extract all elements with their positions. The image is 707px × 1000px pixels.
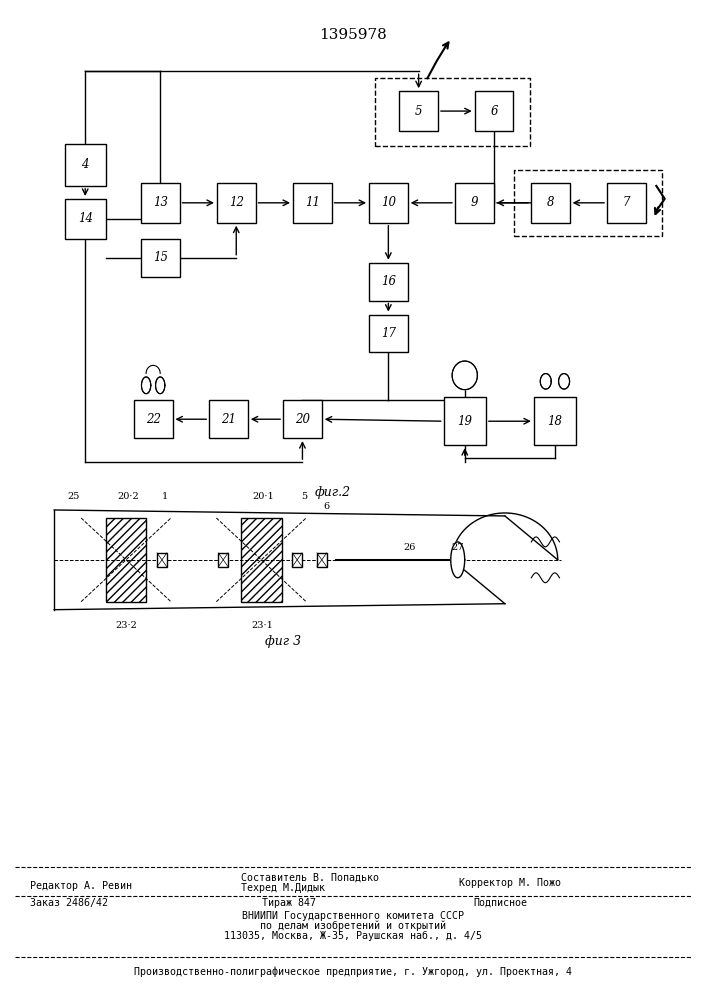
Bar	[141, 239, 180, 277]
Text: 26: 26	[404, 543, 416, 552]
Text: 23·2: 23·2	[115, 621, 137, 630]
Text: ВНИИПИ Государственного комитета СССР: ВНИИПИ Государственного комитета СССР	[243, 911, 464, 921]
Text: 20·2: 20·2	[117, 492, 139, 501]
Bar	[217, 183, 256, 223]
Bar	[218, 553, 228, 567]
Text: 19: 19	[457, 415, 472, 428]
Text: Корректор М. Пожо: Корректор М. Пожо	[459, 878, 561, 888]
Text: 15: 15	[153, 251, 168, 264]
Text: Редактор А. Ревин: Редактор А. Ревин	[30, 881, 132, 891]
Bar	[531, 183, 570, 223]
Polygon shape	[451, 542, 464, 578]
Bar	[141, 183, 180, 223]
Bar	[443, 397, 486, 445]
Text: 12: 12	[229, 196, 244, 209]
Bar	[292, 553, 302, 567]
Text: Техред М.Дидык: Техред М.Дидык	[241, 883, 325, 893]
Bar	[283, 400, 322, 438]
Text: 16: 16	[381, 275, 396, 288]
Text: 7: 7	[623, 196, 630, 209]
Text: 113035, Москва, Ж-35, Раушская наб., д. 4/5: 113035, Москва, Ж-35, Раушская наб., д. …	[225, 931, 482, 941]
Text: Составитель В. Попадько: Составитель В. Попадько	[241, 873, 379, 883]
Text: фиг.2: фиг.2	[315, 486, 351, 499]
Text: Тираж 847: Тираж 847	[262, 898, 316, 908]
Bar	[369, 315, 408, 352]
Bar	[105, 518, 146, 602]
Text: 20·1: 20·1	[252, 492, 274, 501]
Text: 13: 13	[153, 196, 168, 209]
Bar	[474, 91, 513, 131]
Bar	[241, 518, 281, 602]
Polygon shape	[540, 374, 551, 389]
Text: Заказ 2486/42: Заказ 2486/42	[30, 898, 107, 908]
Polygon shape	[559, 374, 570, 389]
Bar	[369, 183, 408, 223]
Text: 9: 9	[471, 196, 478, 209]
Text: 10: 10	[381, 196, 396, 209]
Text: 25: 25	[68, 492, 80, 501]
Text: 27: 27	[452, 543, 464, 552]
Bar	[455, 183, 493, 223]
Polygon shape	[452, 361, 477, 390]
Bar	[65, 144, 105, 186]
Bar	[134, 400, 173, 438]
Text: 1395978: 1395978	[320, 28, 387, 42]
Text: 5: 5	[415, 105, 422, 118]
Bar	[534, 397, 576, 445]
Text: Производственно-полиграфическое предприятие, г. Ужгород, ул. Проектная, 4: Производственно-полиграфическое предприя…	[134, 966, 573, 977]
Text: 6: 6	[324, 502, 329, 511]
Bar	[317, 553, 327, 567]
Bar	[209, 400, 248, 438]
Bar	[514, 170, 662, 236]
Bar	[65, 199, 105, 239]
Bar	[607, 183, 645, 223]
Text: 5: 5	[301, 492, 308, 501]
Text: 17: 17	[381, 327, 396, 340]
Text: 21: 21	[221, 413, 236, 426]
Text: 20: 20	[295, 413, 310, 426]
Bar	[369, 263, 408, 301]
Bar	[293, 183, 332, 223]
Text: 23·1: 23·1	[251, 621, 273, 630]
Text: фиг 3: фиг 3	[265, 635, 301, 648]
Text: 22: 22	[146, 413, 160, 426]
Text: 4: 4	[81, 158, 89, 171]
Bar	[157, 553, 167, 567]
Text: 14: 14	[78, 212, 93, 225]
Text: по делам изобретений и открытий: по делам изобретений и открытий	[260, 921, 447, 931]
Text: 1: 1	[162, 492, 168, 501]
Bar	[375, 78, 530, 146]
Text: 8: 8	[547, 196, 554, 209]
Text: 11: 11	[305, 196, 320, 209]
Text: Подписное: Подписное	[473, 898, 527, 908]
Text: 18: 18	[547, 415, 562, 428]
Polygon shape	[141, 377, 151, 394]
Polygon shape	[156, 377, 165, 394]
Bar	[399, 91, 438, 131]
Text: 6: 6	[490, 105, 498, 118]
